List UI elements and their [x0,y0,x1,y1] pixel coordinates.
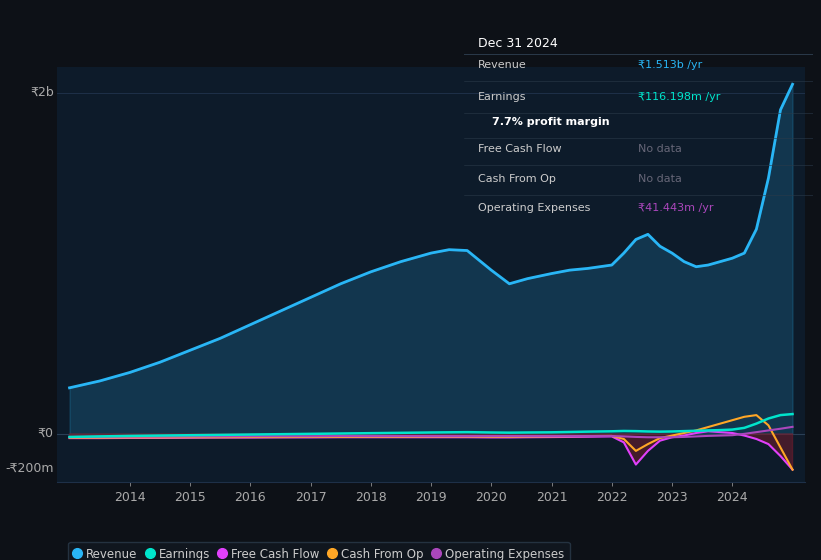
Text: -₹200m: -₹200m [5,461,53,474]
Text: ₹2b: ₹2b [30,86,53,99]
Text: ₹116.198m /yr: ₹116.198m /yr [639,92,721,102]
Text: ₹1.513b /yr: ₹1.513b /yr [639,60,703,70]
Text: Cash From Op: Cash From Op [478,174,556,184]
Text: Free Cash Flow: Free Cash Flow [478,144,562,154]
Text: Earnings: Earnings [478,92,526,102]
Text: No data: No data [639,144,682,154]
Legend: Revenue, Earnings, Free Cash Flow, Cash From Op, Operating Expenses: Revenue, Earnings, Free Cash Flow, Cash … [68,542,570,560]
Text: Dec 31 2024: Dec 31 2024 [478,37,557,50]
Text: ₹0: ₹0 [38,427,53,440]
Text: ₹41.443m /yr: ₹41.443m /yr [639,203,713,213]
Text: Operating Expenses: Operating Expenses [478,203,590,213]
Text: No data: No data [639,174,682,184]
Text: Revenue: Revenue [478,60,526,70]
Text: 7.7% profit margin: 7.7% profit margin [492,117,609,127]
